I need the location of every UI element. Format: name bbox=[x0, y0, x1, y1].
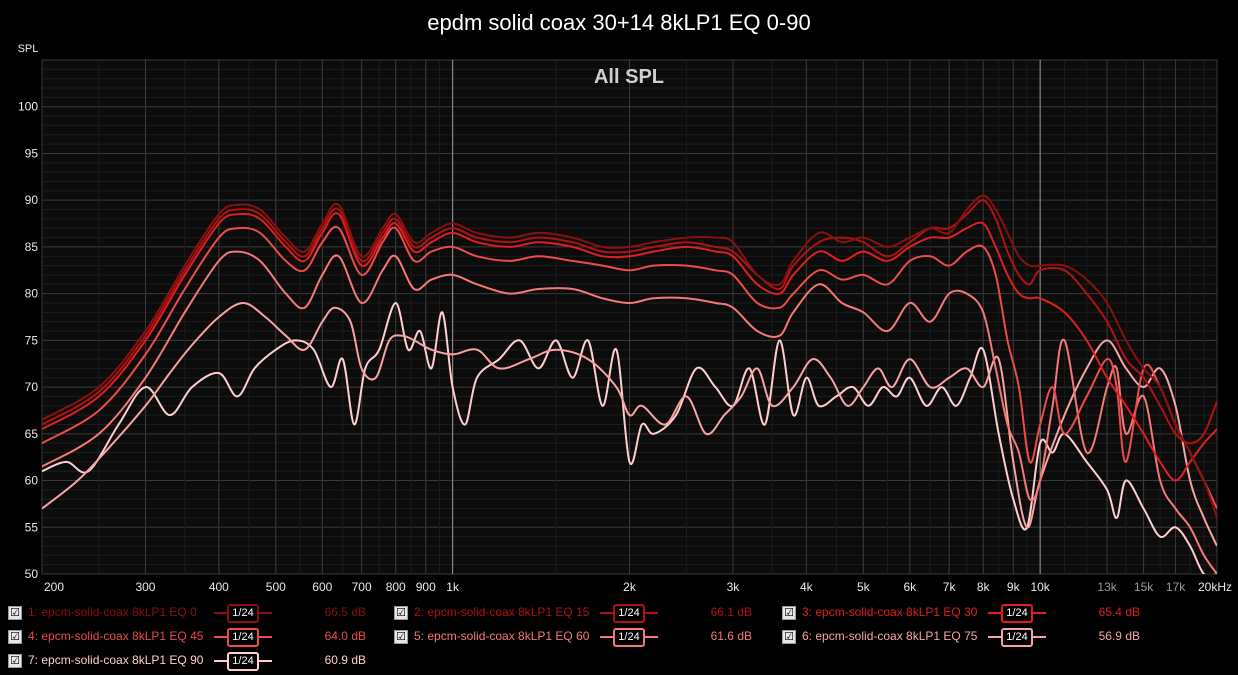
legend-level-4: 64.0 dB bbox=[324, 629, 366, 643]
x-tick-label: 1k bbox=[446, 580, 460, 594]
y-tick-label: 55 bbox=[25, 520, 39, 534]
legend-level-6: 56.9 dB bbox=[1098, 629, 1140, 643]
x-tick-label: 4k bbox=[800, 580, 814, 594]
legend-label-4: 4: epcm-solid-coax 8kLP1 EQ 45 bbox=[28, 629, 204, 643]
y-tick-label: 65 bbox=[25, 427, 39, 441]
legend-checkbox-5[interactable]: ☑ bbox=[394, 630, 408, 644]
x-tick-label: 6k bbox=[903, 580, 917, 594]
legend-level-7: 60.9 dB bbox=[324, 653, 366, 667]
x-tick-label: 8k bbox=[977, 580, 991, 594]
y-tick-label: 95 bbox=[25, 146, 39, 160]
legend: ☑ 1: epcm-solid-coax 8kLP1 EQ 0 1/24 66.… bbox=[0, 600, 1238, 675]
legend-checkbox-2[interactable]: ☑ bbox=[394, 606, 408, 620]
legend-checkbox-3[interactable]: ☑ bbox=[782, 606, 796, 620]
legend-level-5: 61.6 dB bbox=[710, 629, 752, 643]
series-line-7 bbox=[42, 301, 1217, 574]
legend-level-3: 65.4 dB bbox=[1098, 605, 1140, 619]
legend-level-2: 66.1 dB bbox=[710, 605, 752, 619]
x-tick-label: 17k bbox=[1166, 580, 1186, 594]
y-tick-label: 80 bbox=[25, 287, 39, 301]
x-tick-label: 900 bbox=[416, 580, 436, 594]
legend-label-5: 5: epcm-solid-coax 8kLP1 EQ 60 bbox=[414, 629, 590, 643]
series-line-5 bbox=[42, 250, 1217, 574]
y-axis-label: SPL bbox=[18, 43, 39, 55]
x-tick-label: 400 bbox=[209, 580, 229, 594]
y-tick-label: 90 bbox=[25, 193, 39, 207]
x-tick-label: 600 bbox=[312, 580, 332, 594]
chart-subtitle: All SPL bbox=[594, 66, 664, 88]
series-line-3 bbox=[42, 212, 1217, 482]
x-tick-label: 300 bbox=[135, 580, 155, 594]
legend-label-1: 1: epcm-solid-coax 8kLP1 EQ 0 bbox=[28, 605, 197, 619]
y-tick-label: 70 bbox=[25, 380, 39, 394]
x-tick-label: 15k bbox=[1134, 580, 1154, 594]
legend-checkbox-1[interactable]: ☑ bbox=[8, 606, 22, 620]
legend-level-1: 66.5 dB bbox=[324, 605, 366, 619]
legend-label-3: 3: epcm-solid-coax 8kLP1 EQ 30 bbox=[802, 605, 978, 619]
x-tick-label: 700 bbox=[352, 580, 372, 594]
series-line-2 bbox=[42, 199, 1217, 445]
x-tick-label: 13k bbox=[1097, 580, 1117, 594]
series-line-4 bbox=[42, 225, 1217, 510]
frequency-response-plot[interactable]: 200 300 400 500 600 700 800 900 1k 2k 3k 4k 5k 6k 7k 8k… bbox=[0, 0, 1238, 600]
smoothing-button-6[interactable]: 1/24 bbox=[1001, 628, 1033, 647]
y-tick-label: 100 bbox=[18, 100, 38, 114]
y-tick-label: 60 bbox=[25, 474, 39, 488]
legend-checkbox-6[interactable]: ☑ bbox=[782, 630, 796, 644]
x-tick-label: 5k bbox=[857, 580, 871, 594]
y-tick-label: 75 bbox=[25, 333, 39, 347]
x-tick-label: 10k bbox=[1030, 580, 1050, 594]
legend-checkbox-7[interactable]: ☑ bbox=[8, 654, 22, 668]
smoothing-button-5[interactable]: 1/24 bbox=[613, 628, 645, 647]
smoothing-button-2[interactable]: 1/24 bbox=[613, 604, 645, 623]
smoothing-button-7[interactable]: 1/24 bbox=[227, 652, 259, 671]
x-tick-label: 800 bbox=[386, 580, 406, 594]
x-tick-label: 3k bbox=[727, 580, 741, 594]
x-tick-label: 20kHz bbox=[1198, 580, 1232, 594]
legend-checkbox-4[interactable]: ☑ bbox=[8, 630, 22, 644]
series-line-1 bbox=[42, 194, 1217, 519]
x-tick-label: 9k bbox=[1007, 580, 1021, 594]
smoothing-button-1[interactable]: 1/24 bbox=[227, 604, 259, 623]
smoothing-button-3[interactable]: 1/24 bbox=[1001, 604, 1033, 623]
legend-label-2: 2: epcm-solid-coax 8kLP1 EQ 15 bbox=[414, 605, 590, 619]
smoothing-button-4[interactable]: 1/24 bbox=[227, 628, 259, 647]
y-tick-label: 50 bbox=[25, 567, 39, 581]
legend-label-6: 6: epcm-solid-coax 8kLP1 EQ 75 bbox=[802, 629, 978, 643]
chart-title: epdm solid coax 30+14 8kLP1 EQ 0-90 bbox=[427, 10, 811, 35]
x-tick-label: 500 bbox=[266, 580, 286, 594]
x-tick-label: 7k bbox=[943, 580, 957, 594]
legend-label-7: 7: epcm-solid-coax 8kLP1 EQ 90 bbox=[28, 653, 204, 667]
x-tick-label: 2k bbox=[623, 580, 637, 594]
x-tick-label: 200 bbox=[44, 580, 64, 594]
y-tick-label: 85 bbox=[25, 240, 39, 254]
